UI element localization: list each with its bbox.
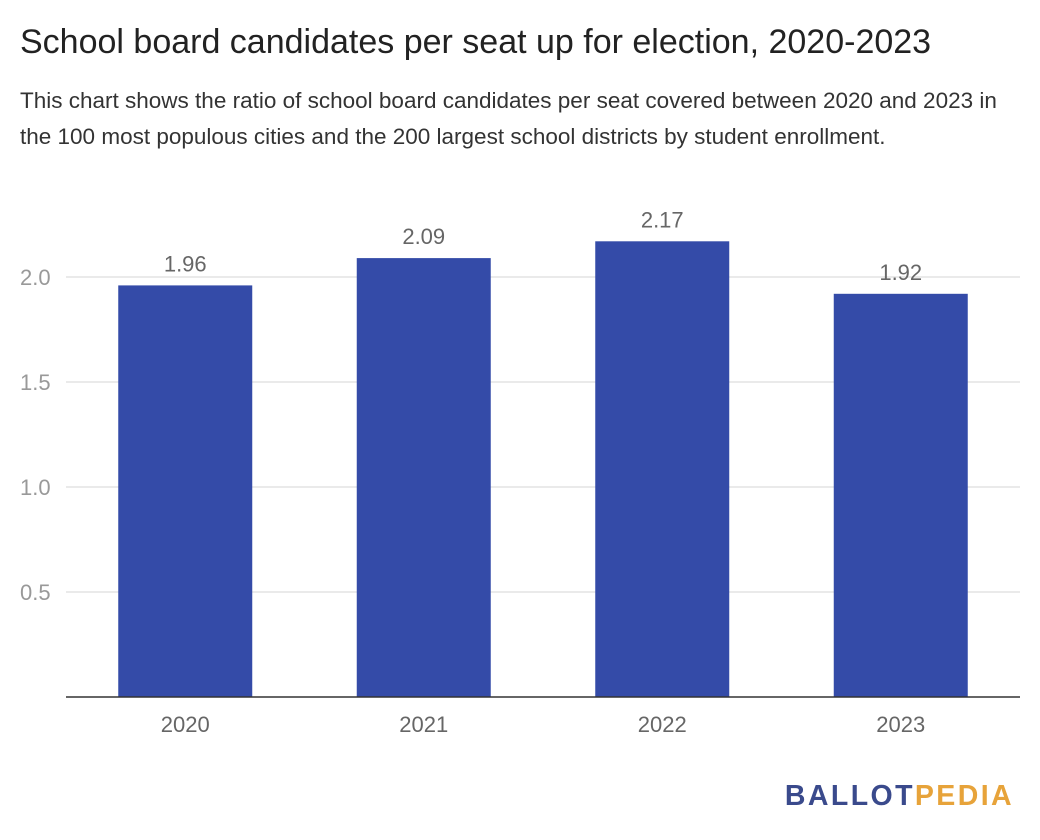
bar-2021 [356,258,491,697]
y-axis-tick-labels: 0.5 1.0 1.5 2.0 [20,265,51,605]
bar-2022 [595,241,730,698]
x-tick-label-2021: 2021 [399,712,448,737]
y-tick-label: 2.0 [20,265,51,290]
bars [118,241,968,698]
logo-text-pedia: PEDIA [914,780,1014,812]
logo-text-ballot: BALLOT [784,780,915,812]
bar-2023 [833,293,968,697]
chart-title: School board candidates per seat up for … [20,23,932,61]
value-label-2023: 1.92 [879,260,922,285]
x-axis-tick-labels: 2020 2021 2022 2023 [161,712,925,737]
chart-subtitle: This chart shows the ratio of school boa… [20,88,997,149]
bar-2020 [118,285,253,697]
value-labels: 1.96 2.09 2.17 1.92 [164,207,922,284]
ballotpedia-logo: BALLOTPEDIA [785,778,1014,814]
value-label-2020: 1.96 [164,251,207,276]
value-label-2021: 2.09 [402,224,445,249]
value-label-2022: 2.17 [641,207,684,232]
x-tick-label-2020: 2020 [161,712,210,737]
y-tick-label: 1.5 [20,370,51,395]
y-tick-label: 1.0 [20,475,51,500]
x-tick-label-2022: 2022 [638,712,687,737]
x-tick-label-2023: 2023 [876,712,925,737]
y-tick-label: 0.5 [20,580,51,605]
